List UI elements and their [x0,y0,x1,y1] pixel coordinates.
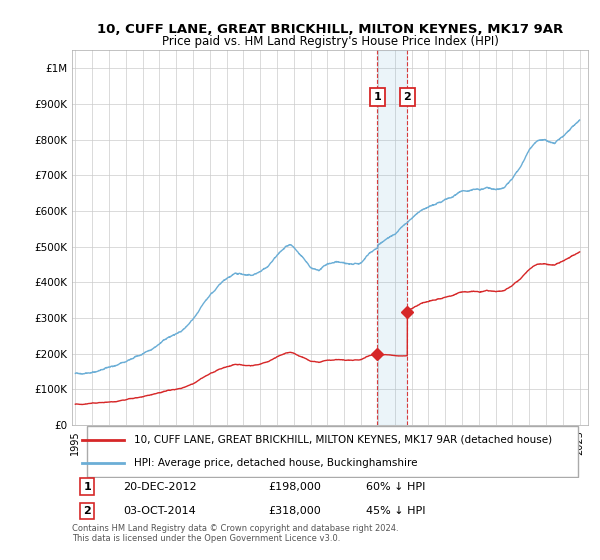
Text: HPI: Average price, detached house, Buckinghamshire: HPI: Average price, detached house, Buck… [134,458,418,468]
Bar [377,50,407,425]
Text: 10, CUFF LANE, GREAT BRICKHILL, MILTON KEYNES, MK17 9AR (detached house): 10, CUFF LANE, GREAT BRICKHILL, MILTON K… [134,435,552,445]
Text: 10, CUFF LANE, GREAT BRICKHILL, MILTON KEYNES, MK17 9AR: 10, CUFF LANE, GREAT BRICKHILL, MILTON K… [97,24,563,36]
Text: 03-OCT-2014: 03-OCT-2014 [124,506,196,516]
Text: Price paid vs. HM Land Registry's House Price Index (HPI): Price paid vs. HM Land Registry's House … [161,35,499,48]
Text: 2: 2 [83,506,91,516]
Text: Contains HM Land Registry data © Crown copyright and database right 2024.
This d: Contains HM Land Registry data © Crown c… [72,524,398,543]
Text: 20-DEC-2012: 20-DEC-2012 [124,482,197,492]
Text: 1: 1 [374,92,381,102]
Text: 45% ↓ HPI: 45% ↓ HPI [366,506,425,516]
Text: 60% ↓ HPI: 60% ↓ HPI [366,482,425,492]
Text: 1: 1 [83,482,91,492]
Text: £318,000: £318,000 [268,506,321,516]
Text: £198,000: £198,000 [268,482,321,492]
Text: 2: 2 [403,92,411,102]
